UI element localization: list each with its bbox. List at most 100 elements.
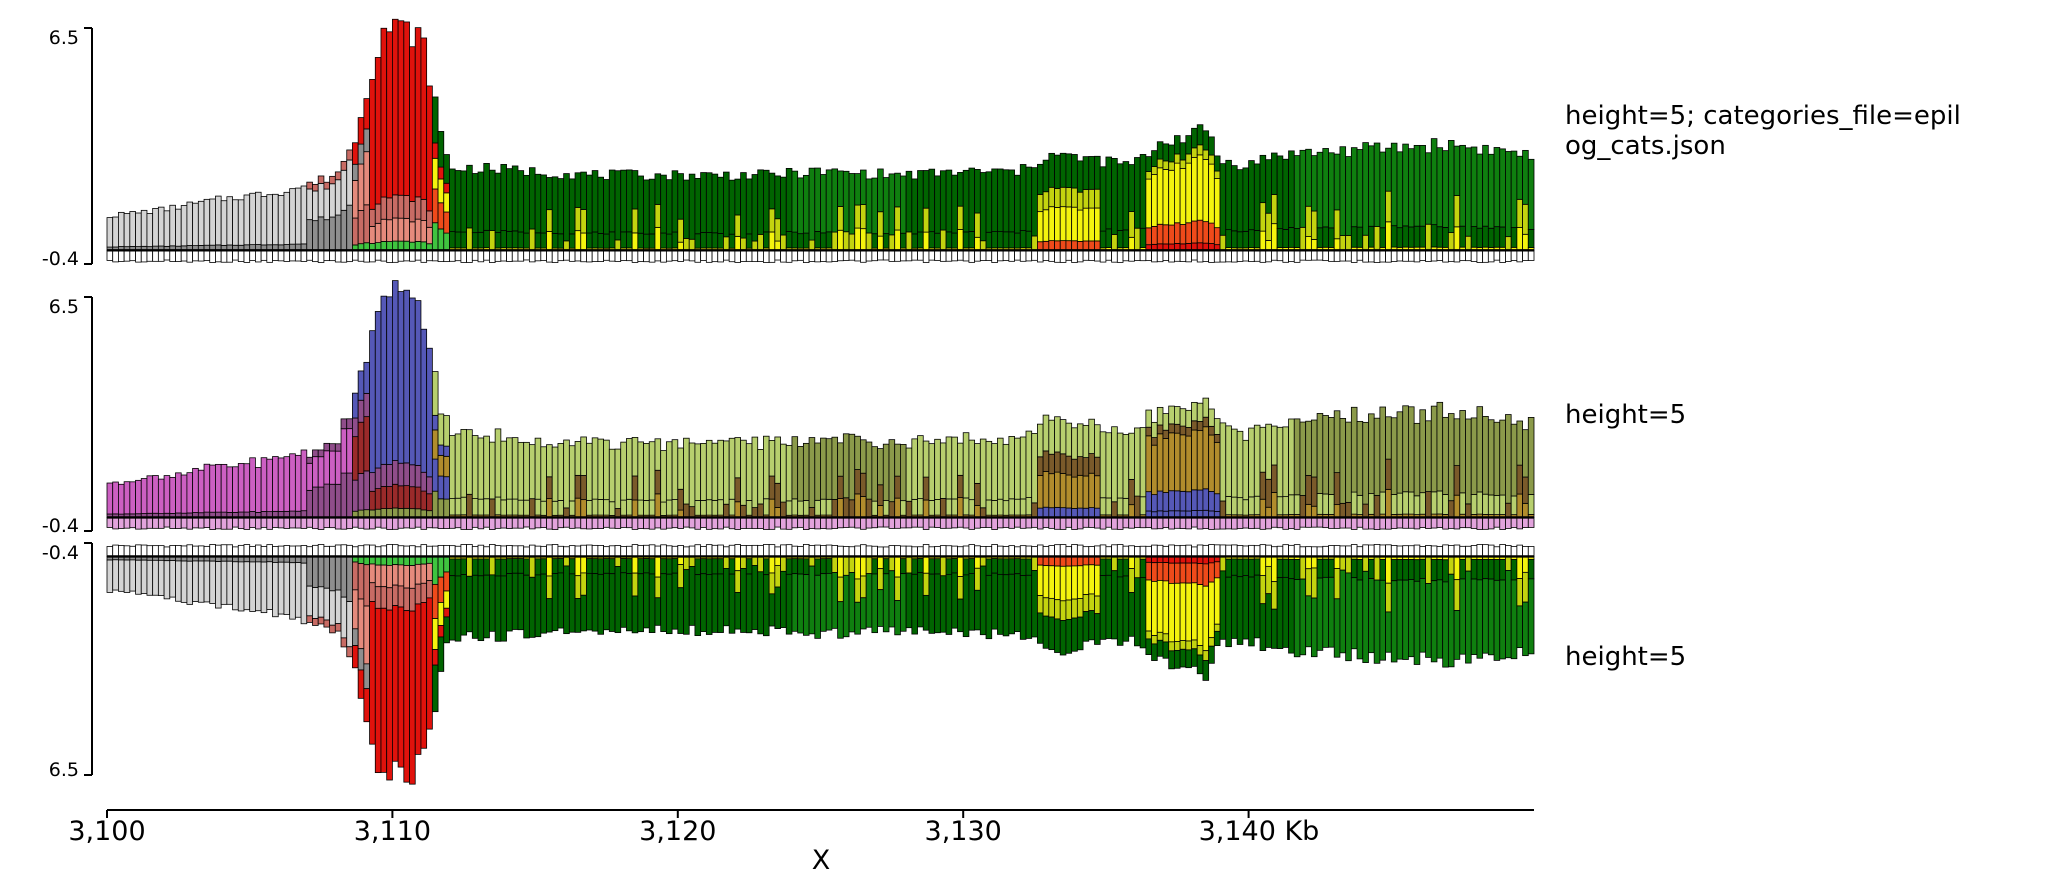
- track-2-bar-neg-207: [1288, 517, 1295, 530]
- track-3-bar-neg-4: [129, 545, 136, 557]
- track-2-bar-207-seg-1: [1288, 494, 1295, 515]
- track-1-bar-224-seg-2: [1385, 147, 1392, 192]
- track-2-bar-neg-224: [1385, 517, 1392, 530]
- track-2-bar-75-seg-1: [534, 498, 542, 516]
- track-2-bar-162-seg-1: [1031, 433, 1038, 504]
- track-2-bar-38-seg-1: [323, 450, 331, 485]
- track-3-bar-70-seg-1: [506, 558, 513, 575]
- track-1-bar-200-seg-1: [1248, 229, 1255, 249]
- track-3-bar-12-seg-1: [175, 560, 182, 602]
- track-2-bar-48-seg-0: [380, 508, 388, 518]
- track-2-bar-170-seg-1: [1076, 474, 1084, 509]
- track-2-bar-neg-145: [934, 517, 941, 528]
- track-2-bar-218-seg-1: [1350, 491, 1358, 515]
- track-3-bar-40-seg-0: [334, 556, 342, 591]
- track-1-bar-174-seg-2: [1099, 166, 1107, 232]
- track-2-bar-neg-102: [688, 517, 696, 529]
- track-2-bar-181-seg-2: [1139, 427, 1147, 498]
- track-1-bar-103-seg-2: [694, 177, 702, 235]
- track-2-bar-35-seg-0: [306, 489, 313, 518]
- track-3-bar-139-seg-2: [900, 573, 907, 632]
- track-2-bar-16-seg-1: [197, 469, 205, 514]
- track-3-bar-158-seg-2: [1008, 573, 1015, 635]
- track-3-bar-110-seg-2: [734, 592, 741, 630]
- track-2-bar-54-seg-0: [414, 508, 422, 518]
- track-3-bar-116-seg-1: [768, 572, 776, 595]
- track-2-bar-169-seg-0: [1071, 508, 1078, 518]
- track-3-bar-127-seg-0: [831, 556, 839, 573]
- track-3-bar-187-seg-2: [1174, 582, 1181, 642]
- track-2-bar-178-seg-2: [1122, 434, 1130, 499]
- track-1-bar-64-seg-1: [471, 232, 479, 249]
- track-3-bar-127-seg-1: [831, 572, 839, 629]
- track-2-bar-neg-7: [146, 517, 154, 529]
- track-3-bar-55-seg-3: [420, 602, 428, 749]
- track-1-bar-70-seg-1: [506, 231, 513, 249]
- track-2-bar-neg-81: [568, 517, 576, 529]
- track-2-bar-neg-19: [215, 517, 222, 530]
- track-2-bar-209-seg-0: [1299, 495, 1307, 518]
- track-1-bar-215-seg-0: [1333, 238, 1341, 251]
- track-2-bar-186-seg-2: [1168, 432, 1175, 492]
- track-2-bar-239-seg-1: [1470, 494, 1478, 515]
- track-2-bar-142-seg-2: [917, 435, 924, 500]
- track-1-bar-neg-7: [146, 249, 154, 262]
- track-3-bar-229-seg-1: [1413, 559, 1421, 582]
- track-3-bar-78-seg-2: [551, 573, 559, 632]
- track-1-bar-neg-37: [317, 249, 325, 263]
- track-2-bar-239-seg-2: [1470, 417, 1478, 495]
- x-tick-label-1: 3,110: [354, 816, 431, 847]
- track-3-bar-93-seg-2: [637, 573, 644, 633]
- track-1-bar-58-seg-3: [437, 166, 445, 180]
- track-3-bar-83-seg-0: [580, 556, 587, 574]
- track-1-bar-178-seg-2: [1122, 161, 1130, 231]
- track-3-bar-neg-161: [1025, 545, 1033, 557]
- track-3-bar-neg-82: [574, 545, 582, 557]
- track-1-bar-101-seg-0: [683, 238, 690, 251]
- track-1-bar-198-seg-2: [1236, 169, 1244, 233]
- track-1-bar-169-seg-1: [1071, 206, 1078, 242]
- track-1-bar-219-seg-1: [1356, 226, 1364, 248]
- track-3-bar-neg-183: [1151, 544, 1158, 557]
- track-1-bar-79-seg-1: [557, 233, 565, 249]
- track-1-bar-169-seg-3: [1071, 154, 1078, 189]
- track-1-bar-neg-13: [180, 249, 188, 262]
- track-3-bar-198-seg-1: [1236, 558, 1244, 578]
- track-2-bar-51-seg-2: [397, 462, 405, 487]
- track-2-bar-181-seg-1: [1139, 496, 1147, 516]
- track-2-bar-90-seg-2: [620, 441, 627, 501]
- track-2-bar-neg-196: [1225, 517, 1232, 530]
- track-2-bar-175-seg-1: [1105, 497, 1113, 516]
- track-3-bar-151-seg-1: [968, 558, 976, 574]
- track-2-bar-175-seg-2: [1105, 432, 1113, 499]
- track-3-bar-239-seg-2: [1470, 578, 1478, 655]
- track-2-bar-89-seg-1: [614, 448, 622, 509]
- track-2-bar-202-seg-2: [1259, 426, 1267, 473]
- track-2-bar-neg-220: [1362, 517, 1369, 530]
- track-2-bar-120-seg-2: [791, 436, 799, 500]
- track-1-bar-neg-128: [837, 249, 844, 262]
- track-2-bar-neg-129: [842, 517, 850, 528]
- track-3-bar-neg-78: [551, 544, 559, 557]
- track-2-bar-neg-63: [466, 517, 473, 530]
- track-1-bar-186-seg-3: [1168, 161, 1175, 171]
- track-3-bar-neg-204: [1271, 546, 1278, 557]
- track-2-bar-66-seg-1: [483, 498, 490, 516]
- track-1-bar-57-seg-2: [431, 157, 439, 190]
- track-1-bar-71-seg-2: [511, 165, 519, 232]
- track-3-bar-neg-95: [648, 544, 656, 557]
- track-3-bar-65-seg-2: [477, 575, 485, 642]
- track-3-bar-228-seg-2: [1408, 579, 1415, 658]
- track-2-bar-52-seg-2: [403, 462, 410, 487]
- track-2-bar-47-seg-0: [374, 508, 382, 518]
- track-3-bar-9-seg-1: [157, 559, 165, 596]
- track-3-bar-44-seg-1: [357, 563, 365, 600]
- track-2-bar-neg-40: [334, 517, 342, 530]
- track-1-bar-207-seg-2: [1288, 150, 1295, 228]
- track-1-bar-37-seg-0: [317, 216, 325, 251]
- track-2-bar-neg-187: [1174, 517, 1181, 529]
- track-3-bar-125-seg-2: [820, 573, 827, 632]
- track-3-bar-58-seg-4: [437, 636, 445, 672]
- track-3-bar-56-seg-2: [426, 580, 433, 599]
- track-2-bar-170-seg-3: [1076, 423, 1084, 458]
